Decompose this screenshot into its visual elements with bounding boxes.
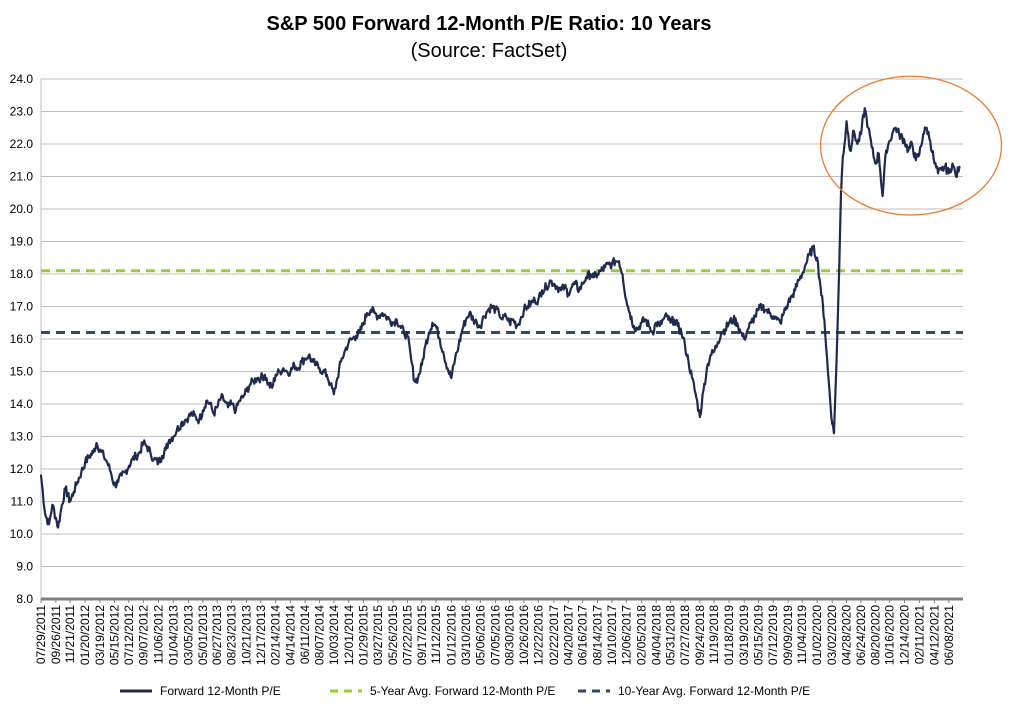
chart-subtitle: (Source: FactSet) [411, 40, 568, 62]
x-tick-label: 07/12/2012 [122, 605, 136, 665]
x-tick-label: 11/04/2019 [795, 605, 809, 664]
x-tick-label: 01/18/2019 [722, 605, 736, 665]
legend-label: Forward 12-Month P/E [160, 684, 281, 698]
legend: Forward 12-Month P/E 5-Year Avg. Forward … [120, 684, 810, 698]
x-tick-label: 04/28/2020 [840, 605, 854, 665]
y-tick-label: 16.0 [10, 332, 34, 346]
x-tick-label: 06/24/2020 [854, 605, 868, 665]
x-tick-label: 09/26/2011 [49, 605, 63, 664]
y-tick-label: 19.0 [10, 235, 34, 249]
x-tick-label: 12/22/2016 [531, 605, 545, 665]
x-tick-label: 05/15/2012 [107, 605, 121, 665]
x-tick-label: 07/05/2016 [488, 605, 502, 665]
x-tick-label: 03/10/2016 [459, 605, 473, 665]
x-tick-label: 03/02/2020 [825, 605, 839, 665]
x-tick-label: 05/01/2013 [196, 605, 210, 665]
y-tick-label: 21.0 [10, 170, 34, 184]
y-tick-label: 12.0 [10, 462, 34, 476]
x-tick-label: 02/05/2018 [635, 605, 649, 665]
y-tick-label: 8.0 [16, 592, 33, 606]
x-tick-label: 05/26/2015 [386, 605, 400, 665]
x-tick-label: 03/27/2015 [371, 605, 385, 665]
x-tick-label: 10/10/2017 [605, 605, 619, 665]
x-tick-label: 12/06/2017 [619, 605, 633, 665]
x-tick-label: 01/12/2016 [444, 605, 458, 665]
x-tick-label: 01/02/2020 [810, 605, 824, 665]
x-tick-label: 07/22/2015 [400, 605, 414, 665]
y-tick-label: 22.0 [10, 137, 34, 151]
annotations [819, 75, 1003, 216]
chart-title: S&P 500 Forward 12-Month P/E Ratio: 10 Y… [267, 13, 712, 35]
y-axis: 8.0 9.0 10.0 11.0 12.0 13.0 14.0 15.0 16.0 17.0 18… [10, 72, 42, 606]
y-tick-label: 13.0 [10, 430, 34, 444]
x-tick-label: 01/20/2012 [78, 605, 92, 665]
x-tick-label: 09/07/2012 [136, 605, 150, 665]
x-tick-label: 12/14/2020 [898, 605, 912, 665]
highlight-ellipse [819, 75, 1003, 216]
x-tick-label: 10/16/2020 [883, 605, 897, 665]
y-tick-label: 14.0 [10, 397, 34, 411]
legend-label: 10-Year Avg. Forward 12-Month P/E [618, 684, 810, 698]
x-tick-label: 10/21/2013 [239, 605, 253, 665]
reference-lines [41, 269, 963, 334]
y-tick-label: 15.0 [10, 365, 34, 379]
x-tick-label: 08/30/2016 [503, 605, 517, 665]
x-tick-label: 05/31/2018 [664, 605, 678, 665]
x-tick-label: 02/14/2014 [269, 605, 283, 665]
x-tick-label: 11/12/2015 [429, 605, 443, 664]
pe-series-line [39, 107, 961, 529]
x-tick-label: 09/09/2019 [781, 605, 795, 665]
grid [41, 78, 963, 567]
x-tick-label: 03/19/2019 [737, 605, 751, 665]
y-tick-label: 9.0 [16, 560, 33, 574]
x-axis: 07/29/2011 09/26/2011 11/21/2011 01/20/2012… [34, 597, 963, 665]
x-tick-label: 03/19/2012 [93, 605, 107, 665]
series [39, 107, 961, 529]
x-tick-label: 11/06/2012 [151, 605, 165, 664]
x-tick-label: 04/20/2017 [561, 605, 575, 665]
x-tick-label: 12/01/2014 [342, 605, 356, 665]
x-tick-label: 08/14/2017 [591, 605, 605, 665]
y-tick-label: 11.0 [11, 495, 34, 509]
x-tick-label: 04/12/2021 [928, 605, 942, 665]
x-tick-label: 04/14/2014 [284, 605, 298, 665]
x-tick-label: 06/27/2013 [210, 605, 224, 665]
x-tick-label: 09/24/2018 [693, 605, 707, 665]
x-tick-label: 07/27/2018 [678, 605, 692, 665]
x-tick-label: 01/04/2013 [166, 605, 180, 665]
x-tick-label: 01/29/2015 [357, 605, 371, 665]
x-tick-label: 04/04/2018 [649, 605, 663, 665]
y-tick-label: 17.0 [10, 300, 34, 314]
x-tick-label: 10/03/2014 [327, 605, 341, 665]
legend-label: 5-Year Avg. Forward 12-Month P/E [370, 684, 555, 698]
x-tick-label: 08/07/2014 [313, 605, 327, 665]
x-tick-label: 10/26/2016 [517, 605, 531, 665]
x-tick-label: 11/19/2018 [707, 605, 721, 664]
x-tick-label: 08/20/2020 [868, 605, 882, 665]
y-tick-label: 18.0 [10, 267, 34, 281]
x-tick-label: 09/17/2015 [415, 605, 429, 665]
x-tick-label: 07/29/2011 [34, 605, 48, 664]
x-tick-label: 02/22/2017 [547, 605, 561, 665]
y-tick-label: 24.0 [10, 72, 34, 86]
x-tick-label: 03/05/2013 [181, 605, 195, 665]
x-tick-label: 02/11/2021 [912, 605, 926, 664]
y-tick-label: 10.0 [10, 527, 34, 541]
y-tick-label: 20.0 [10, 202, 34, 216]
x-tick-label: 08/23/2013 [225, 605, 239, 665]
y-tick-label: 23.0 [10, 105, 34, 119]
x-tick-label: 06/11/2014 [298, 605, 312, 664]
x-tick-label: 12/17/2013 [254, 605, 268, 665]
x-tick-label: 05/15/2019 [752, 605, 766, 665]
x-tick-label: 11/21/2011 [63, 605, 77, 664]
x-tick-label: 06/16/2017 [576, 605, 590, 665]
x-tick-label: 05/06/2016 [473, 605, 487, 665]
x-tick-label: 07/12/2019 [766, 605, 780, 665]
x-tick-label: 06/08/2021 [942, 605, 956, 665]
